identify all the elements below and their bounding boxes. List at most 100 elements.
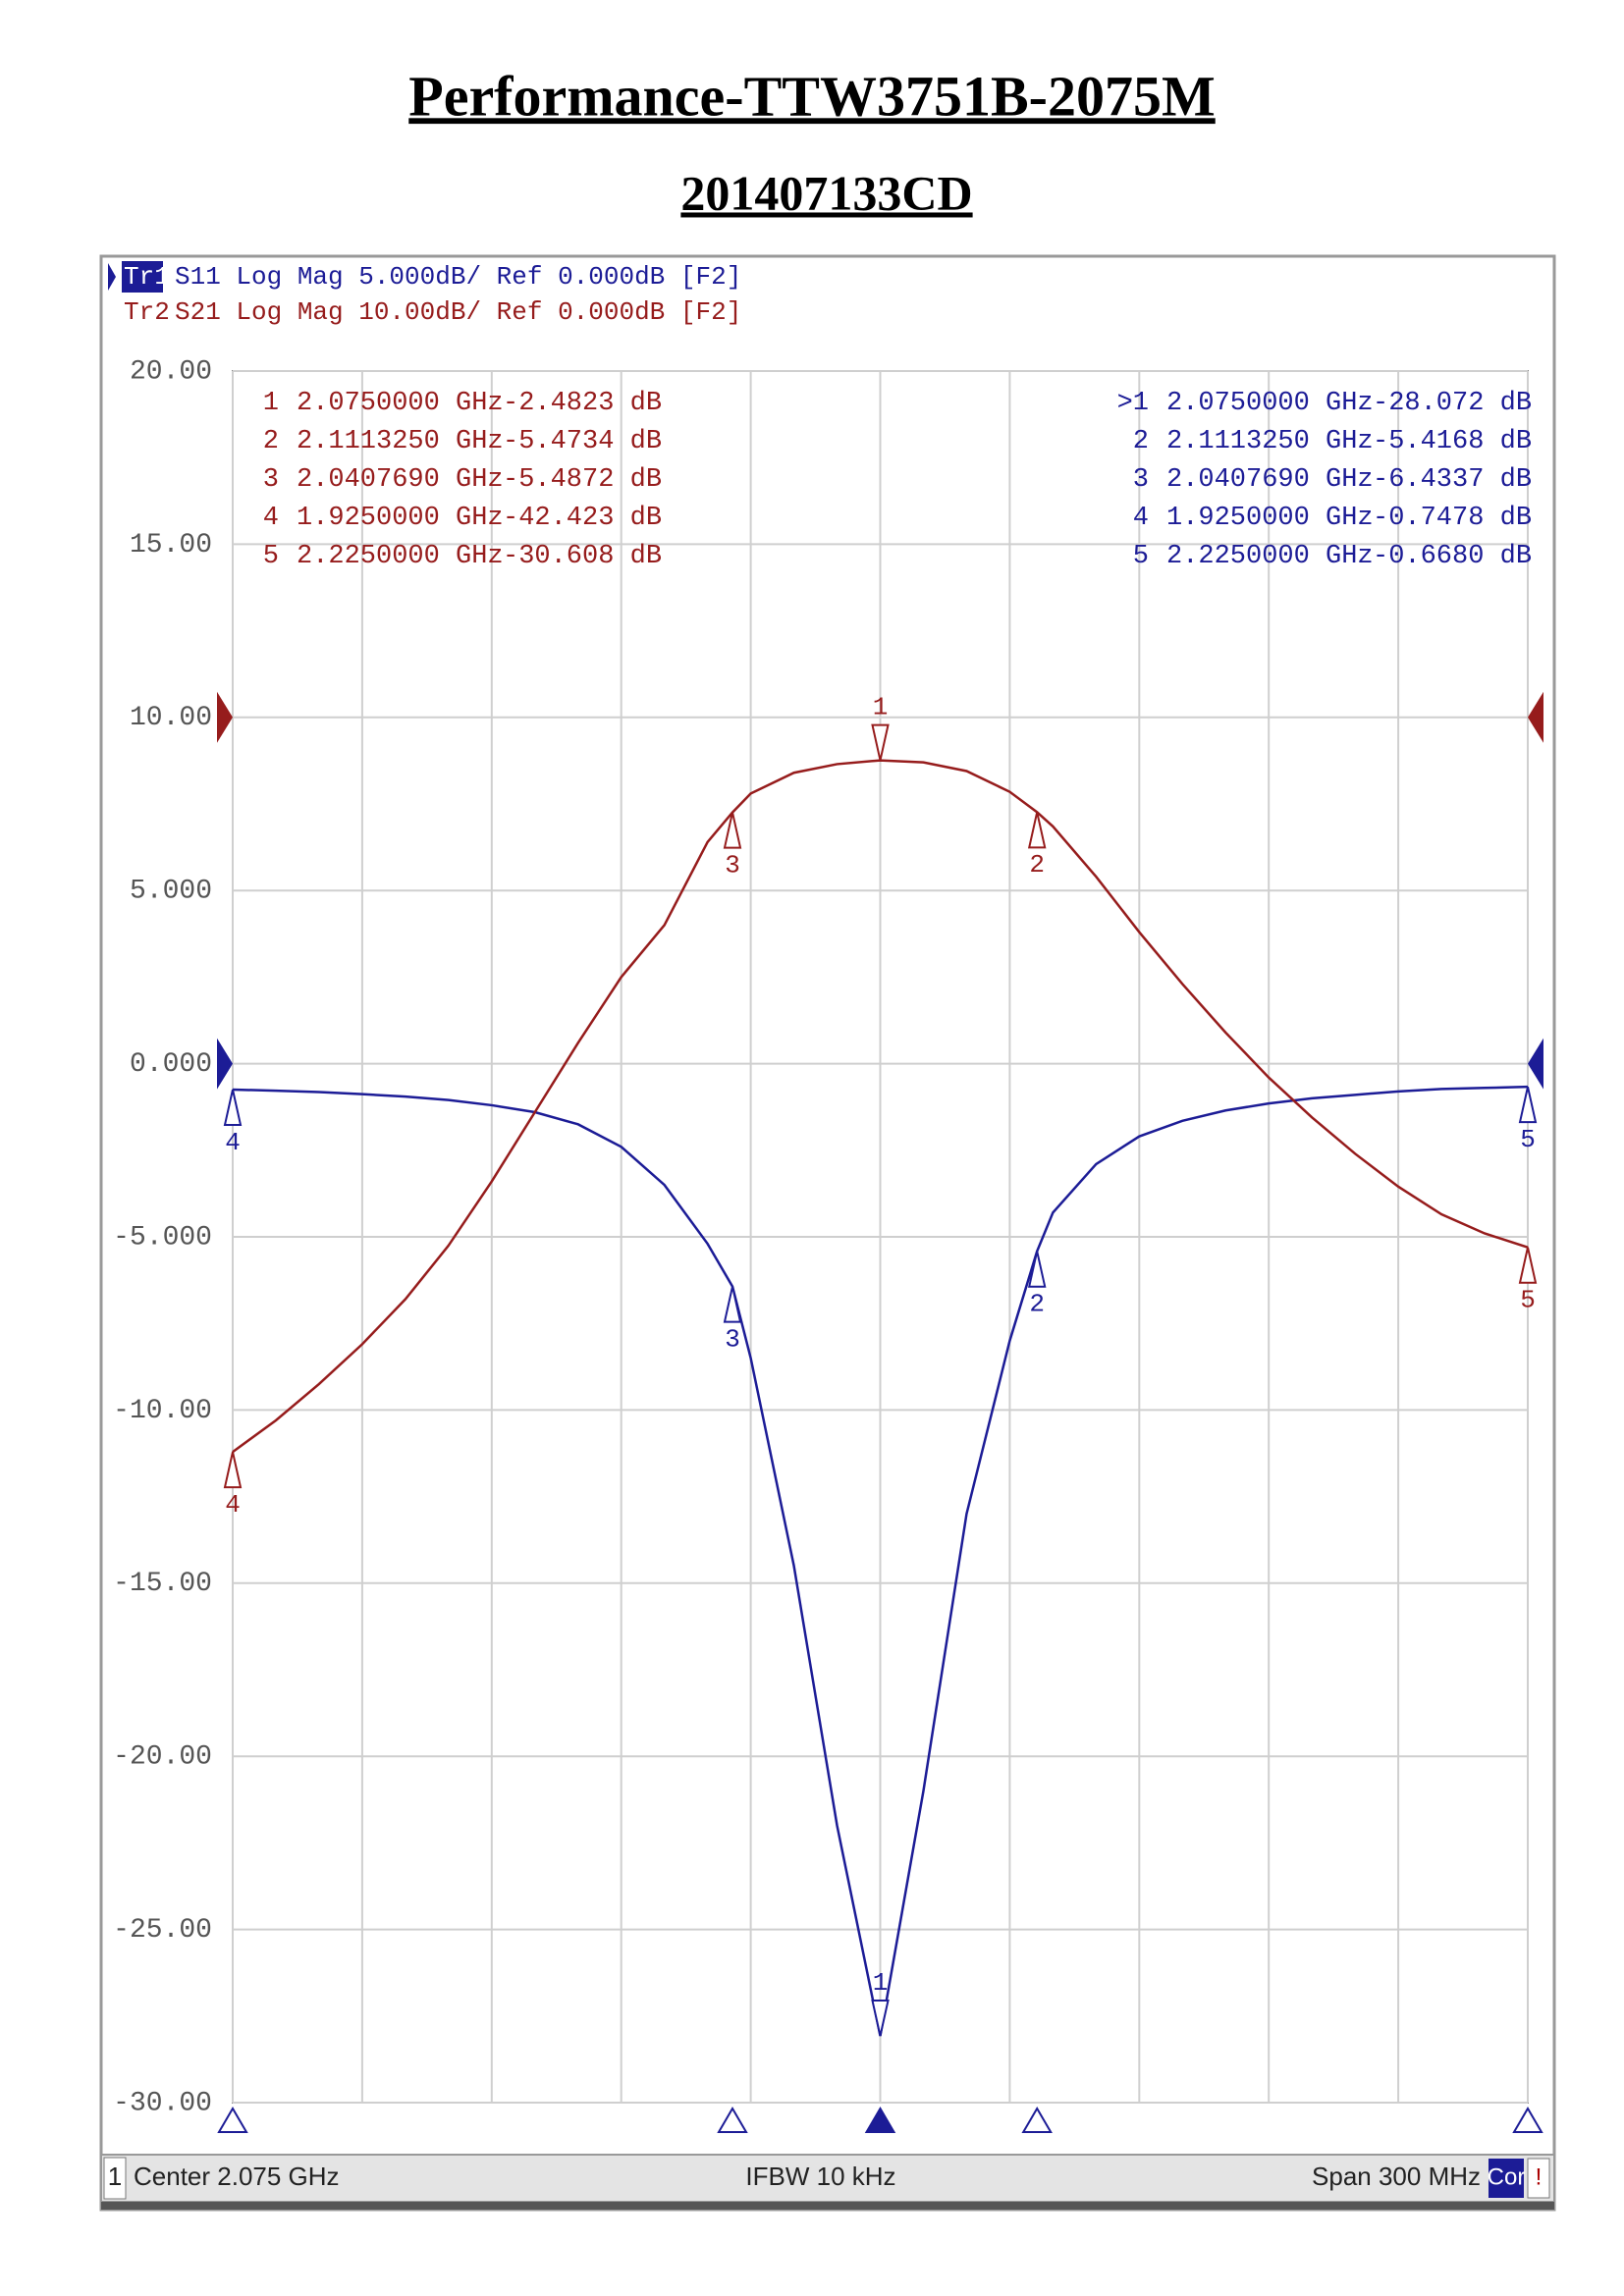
marker-response: -0.6680 dB	[1373, 542, 1532, 571]
trace-name: Tr2	[124, 297, 170, 327]
trace-marker: 5	[1518, 1247, 1538, 1315]
footer-cor: Cor	[1488, 2163, 1526, 2190]
y-tick-label: 0.000	[130, 1049, 212, 1080]
ref-arrow-left	[217, 691, 233, 743]
marker-stimulus: 2.2250000 GHz	[1166, 542, 1374, 571]
trace-marker: 3	[723, 1286, 742, 1354]
marker-id: 3	[263, 465, 279, 495]
stimulus-marker	[717, 2107, 748, 2133]
stimulus-marker	[864, 2107, 896, 2133]
footer-channel: 1	[108, 2162, 122, 2191]
footer-center: Center 2.075 GHz	[134, 2162, 340, 2191]
marker-id: 2	[263, 427, 279, 456]
marker-triangle	[1027, 1251, 1047, 1288]
footer-ifbw: IFBW 10 kHz	[745, 2162, 895, 2191]
marker-response: -5.4168 dB	[1373, 427, 1532, 456]
chart-title: Performance-TTW3751B-2075M	[408, 64, 1215, 128]
marker-triangle	[723, 1286, 742, 1323]
marker-id: >1	[1117, 389, 1149, 418]
marker-triangle	[1027, 812, 1047, 849]
y-tick-label: -5.000	[113, 1222, 212, 1253]
chart-subtitle: 201407133CD	[680, 165, 972, 220]
marker-response: -5.4734 dB	[503, 427, 662, 456]
stimulus-marker	[1512, 2107, 1543, 2133]
plot-layer: 20.00 15.00 10.00 5.000 0.000 -5.000 -10.00 -15…	[103, 261, 1550, 2200]
marker-label: 3	[725, 1324, 740, 1354]
marker-stimulus: 1.9250000 GHz	[297, 504, 504, 533]
marker-stimulus: 2.2250000 GHz	[297, 542, 504, 571]
marker-stimulus: 2.0750000 GHz	[297, 389, 504, 418]
marker-id: 4	[263, 504, 279, 533]
marker-triangle	[1518, 1086, 1538, 1124]
ref-arrow-left	[217, 1038, 233, 1090]
marker-response: -5.4872 dB	[503, 465, 662, 495]
marker-triangle	[1518, 1247, 1538, 1284]
marker-id: 3	[1133, 465, 1149, 495]
stimulus-marker	[217, 2107, 248, 2133]
trace-marker: 1	[871, 1968, 890, 2037]
y-tick-label: -25.00	[113, 1915, 212, 1946]
marker-triangle	[223, 1451, 243, 1489]
marker-triangle	[871, 723, 890, 761]
y-tick-label: 15.00	[130, 530, 212, 561]
y-tick-label: -20.00	[113, 1742, 212, 1773]
trace-marker: 4	[223, 1451, 243, 1520]
stimulus-marker	[1021, 2107, 1053, 2133]
trace-marker: 2	[1027, 812, 1047, 880]
marker-id: 4	[1133, 504, 1149, 533]
marker-response: -0.7478 dB	[1373, 504, 1532, 533]
marker-response: -28.072 dB	[1373, 389, 1532, 418]
marker-stimulus: 1.9250000 GHz	[1166, 504, 1374, 533]
status-bar	[100, 2154, 1555, 2203]
marker-stimulus: 2.0750000 GHz	[1166, 389, 1374, 418]
y-tick-label: -30.00	[113, 2088, 212, 2118]
active-indicator	[108, 263, 116, 291]
ref-arrow-right	[1528, 1038, 1543, 1090]
marker-triangle	[223, 1089, 243, 1126]
trace-marker: 3	[723, 812, 742, 880]
screen-frame	[99, 254, 1556, 2212]
marker-id: 5	[263, 542, 279, 571]
marker-stimulus: 2.0407690 GHz	[1166, 465, 1374, 495]
marker-response: -6.4337 dB	[1373, 465, 1532, 495]
marker-label: 5	[1520, 1286, 1536, 1315]
footer-span: Span 300 MHz	[1312, 2162, 1481, 2191]
marker-id: 1	[263, 389, 279, 418]
marker-label: 2	[1029, 850, 1045, 880]
marker-label: 3	[725, 850, 740, 880]
marker-stimulus: 2.0407690 GHz	[297, 465, 504, 495]
y-tick-label: 20.00	[130, 356, 212, 387]
marker-stimulus: 2.1113250 GHz	[297, 427, 504, 456]
y-tick-label: 5.000	[130, 877, 212, 907]
marker-label: 1	[873, 692, 889, 721]
y-tick-label: -10.00	[113, 1396, 212, 1426]
y-tick-label: -15.00	[113, 1569, 212, 1599]
marker-response: -2.4823 dB	[503, 389, 662, 418]
marker-stimulus: 2.1113250 GHz	[1166, 427, 1374, 456]
marker-triangle	[723, 812, 742, 849]
marker-id: 2	[1133, 427, 1149, 456]
channel-box	[103, 2157, 127, 2200]
marker-label: 2	[1029, 1290, 1045, 1319]
trace-marker: 5	[1518, 1086, 1538, 1154]
active-trace-box	[122, 261, 163, 293]
trace-marker: 1	[871, 692, 890, 761]
footer-alert: !	[1536, 2163, 1543, 2190]
trace-settings: S21 Log Mag 10.00dB/ Ref 0.000dB [F2]	[175, 297, 741, 327]
marker-triangle	[871, 1999, 890, 2037]
ref-arrow-right	[1528, 691, 1543, 743]
cor-box	[1489, 2159, 1524, 2198]
status-bar-edge	[101, 2202, 1554, 2210]
trace-name: Tr1	[124, 262, 170, 292]
trace-marker: 2	[1027, 1251, 1047, 1319]
marker-response: -30.608 dB	[503, 542, 662, 571]
trace-marker: 4	[223, 1089, 243, 1157]
marker-label: 4	[225, 1490, 241, 1520]
alert-box	[1527, 2158, 1550, 2199]
marker-label: 1	[873, 1968, 889, 1998]
marker-response: -42.423 dB	[503, 504, 662, 533]
marker-id: 5	[1133, 542, 1149, 571]
trace-settings: S11 Log Mag 5.000dB/ Ref 0.000dB [F2]	[175, 262, 741, 292]
